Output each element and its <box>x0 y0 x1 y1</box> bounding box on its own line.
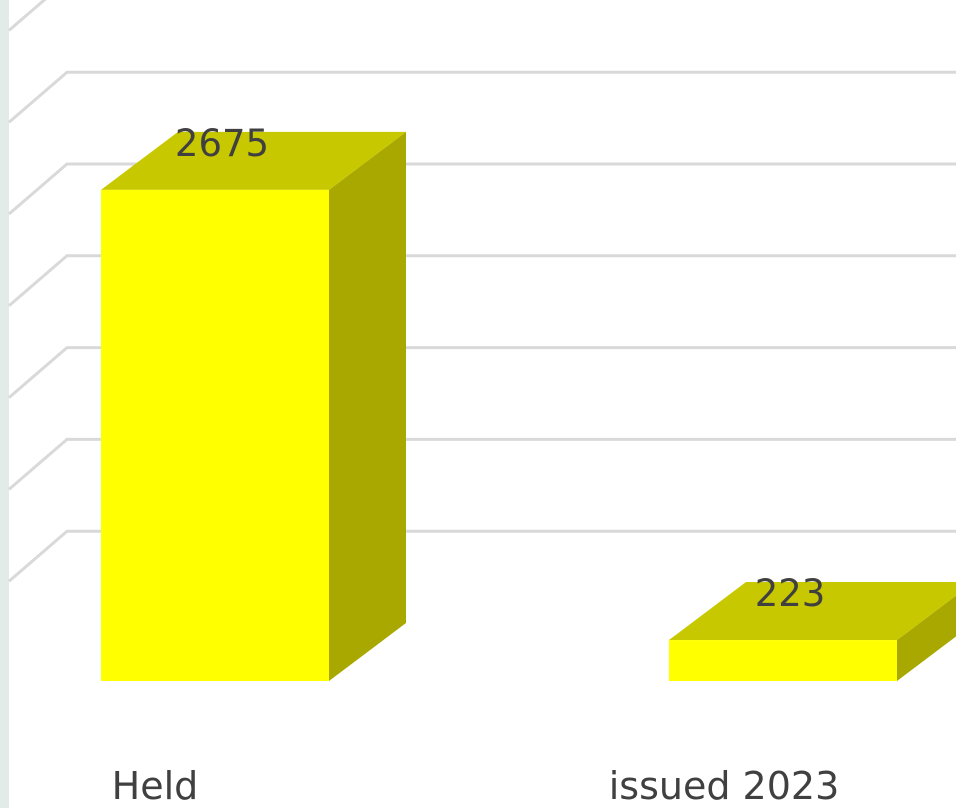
gridline <box>8 254 956 307</box>
gridline <box>8 0 47 32</box>
data-label-issued-2023: 223 <box>755 572 826 615</box>
category-label-held: Held <box>112 764 199 808</box>
bar-front-face <box>101 189 329 681</box>
bar-side-face <box>897 595 956 681</box>
bar-front-face <box>669 640 897 681</box>
gridline <box>8 346 956 399</box>
gridline <box>8 437 956 491</box>
gridlines <box>8 0 956 583</box>
bar-top-face <box>101 131 406 190</box>
bar-issued-2023 <box>669 582 956 681</box>
bar-held <box>101 131 406 681</box>
gridline <box>8 529 956 583</box>
data-label-held: 2675 <box>175 122 269 165</box>
data-labels: 2675 223 <box>175 122 825 615</box>
category-label-issued-2023: issued 2023 <box>609 764 840 808</box>
category-labels: Held issued 2023 <box>112 764 840 808</box>
bars <box>101 131 956 681</box>
bar-top-face <box>669 582 956 641</box>
bar-side-face <box>329 131 406 681</box>
gridline <box>8 162 956 216</box>
gridline <box>8 70 956 124</box>
left-edge-strip <box>0 0 9 808</box>
